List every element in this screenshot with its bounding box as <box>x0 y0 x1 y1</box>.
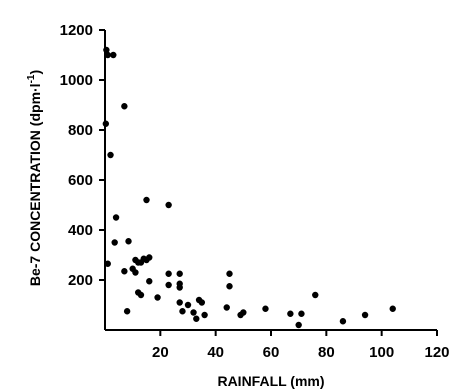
data-point <box>176 270 183 277</box>
data-point <box>226 283 233 290</box>
data-point <box>198 299 206 306</box>
data-point <box>137 291 145 299</box>
x-tick-label: 20 <box>152 344 169 361</box>
data-point <box>262 305 269 312</box>
y-axis-title-close: ) <box>27 70 43 75</box>
data-point <box>123 308 131 315</box>
data-point <box>132 269 139 276</box>
data-point <box>184 301 192 309</box>
y-axis-title-superscript: -1 <box>26 74 37 83</box>
data-point <box>146 278 153 285</box>
x-tick-label: 60 <box>263 344 280 361</box>
y-tick-label: 600 <box>68 172 93 189</box>
data-point <box>201 311 208 319</box>
data-point <box>361 311 369 319</box>
data-point <box>165 281 172 289</box>
data-point <box>226 270 233 277</box>
x-tick-label: 40 <box>207 344 224 361</box>
data-point <box>165 270 172 277</box>
data-point <box>389 305 396 312</box>
data-point <box>103 46 110 54</box>
y-tick-label: 400 <box>68 222 93 239</box>
data-point <box>287 310 294 317</box>
data-point <box>104 51 111 59</box>
data-point <box>165 201 172 209</box>
data-point <box>190 309 197 316</box>
data-point <box>107 151 114 159</box>
y-axis-title: Be-7 CONCENTRATION (dpm·l-1) <box>26 70 43 286</box>
data-point <box>143 196 150 204</box>
y-tick-label: 1000 <box>60 72 93 89</box>
x-axis-title: RAINFALL (mm) <box>217 373 324 389</box>
data-point <box>146 254 153 261</box>
y-tick-label: 200 <box>68 272 93 289</box>
data-point <box>193 315 200 322</box>
y-tick-label: 800 <box>68 122 93 139</box>
data-point <box>240 309 247 316</box>
data-point <box>102 120 110 127</box>
data-point <box>112 214 120 221</box>
data-point <box>339 318 347 325</box>
y-tick-label: 1200 <box>60 22 93 39</box>
data-point <box>312 291 319 299</box>
data-point <box>223 304 230 311</box>
y-axis-title-main: Be-7 CONCENTRATION (dpm·l <box>27 83 43 286</box>
data-point <box>176 299 183 306</box>
tick-labels: 20 40 60 80 100 120 200 400 600 800 1000 1200 <box>60 22 450 361</box>
data-point <box>121 103 128 110</box>
data-point <box>110 51 117 59</box>
data-point <box>179 308 186 315</box>
x-tick-label: 80 <box>318 344 335 361</box>
data-point <box>154 294 161 301</box>
axis-ticks <box>99 29 438 336</box>
data-points <box>102 46 396 329</box>
data-point <box>295 321 302 329</box>
x-tick-label: 120 <box>424 344 449 361</box>
data-point <box>298 310 305 317</box>
x-tick-label: 100 <box>369 344 394 361</box>
data-point <box>104 260 111 267</box>
data-point <box>125 238 132 245</box>
data-point <box>111 239 118 246</box>
data-point <box>176 284 183 291</box>
data-point <box>121 268 128 275</box>
